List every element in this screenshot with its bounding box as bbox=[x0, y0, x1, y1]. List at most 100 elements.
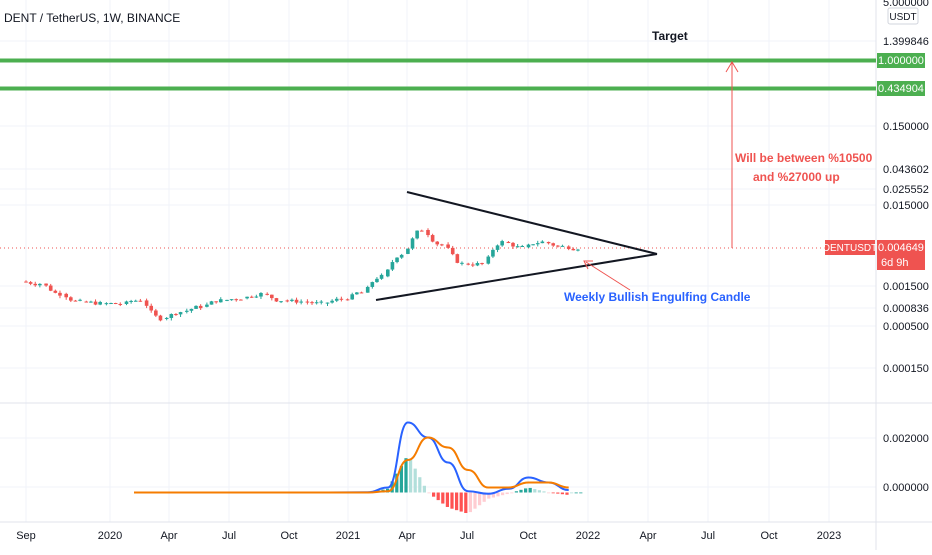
candle-body[interactable] bbox=[334, 298, 339, 301]
candle-body[interactable] bbox=[419, 230, 424, 232]
candle-body[interactable] bbox=[535, 243, 540, 245]
candle-body[interactable] bbox=[129, 300, 133, 302]
candle-body[interactable] bbox=[576, 249, 580, 251]
candle-body[interactable] bbox=[225, 299, 229, 301]
currency-badge[interactable] bbox=[887, 7, 919, 25]
candle-body[interactable] bbox=[546, 241, 551, 244]
candle-body[interactable] bbox=[229, 299, 234, 301]
candle-body[interactable] bbox=[270, 294, 274, 299]
current-price-tag[interactable] bbox=[877, 240, 925, 270]
candle-body[interactable] bbox=[290, 299, 294, 301]
candle-body[interactable] bbox=[446, 244, 450, 248]
candle-body[interactable] bbox=[480, 263, 484, 265]
candle-body[interactable] bbox=[495, 245, 500, 250]
projection-label-line1[interactable]: Will be between %10500 bbox=[735, 151, 873, 165]
candle-body[interactable] bbox=[48, 285, 53, 291]
candle-body[interactable] bbox=[450, 247, 455, 255]
candle-body[interactable] bbox=[73, 300, 78, 302]
candle-body[interactable] bbox=[531, 244, 535, 246]
candle-body[interactable] bbox=[571, 248, 576, 251]
candle-body[interactable] bbox=[299, 301, 303, 303]
candle-body[interactable] bbox=[154, 310, 158, 316]
candle-body[interactable] bbox=[440, 244, 444, 246]
candle-body[interactable] bbox=[500, 241, 504, 246]
candle-body[interactable] bbox=[294, 299, 299, 303]
candle-body[interactable] bbox=[520, 246, 525, 248]
projection-label-line2[interactable]: and %27000 up bbox=[753, 170, 840, 184]
candle-body[interactable] bbox=[540, 241, 545, 244]
candle-body[interactable] bbox=[33, 283, 38, 286]
candle-body[interactable] bbox=[198, 305, 203, 309]
candle-body[interactable] bbox=[169, 314, 174, 318]
candle-body[interactable] bbox=[239, 299, 243, 301]
candle-body[interactable] bbox=[379, 274, 384, 279]
candle-body[interactable] bbox=[325, 302, 330, 304]
candle-body[interactable] bbox=[475, 263, 480, 266]
candle-body[interactable] bbox=[44, 283, 48, 286]
candle-body[interactable] bbox=[279, 301, 283, 303]
candle-body[interactable] bbox=[435, 241, 440, 245]
candle-body[interactable] bbox=[355, 292, 359, 295]
candle-body[interactable] bbox=[556, 245, 560, 247]
candle-body[interactable] bbox=[466, 263, 470, 265]
candle-body[interactable] bbox=[194, 305, 198, 309]
candle-body[interactable] bbox=[78, 299, 82, 301]
candle-body[interactable] bbox=[58, 292, 62, 296]
candle-body[interactable] bbox=[506, 241, 511, 243]
level-price-tag-2[interactable] bbox=[877, 81, 925, 96]
candle-body[interactable] bbox=[185, 310, 189, 312]
candle-body[interactable] bbox=[158, 315, 163, 321]
candle-body[interactable] bbox=[133, 300, 138, 302]
candle-body[interactable] bbox=[515, 246, 520, 248]
candle-body[interactable] bbox=[124, 301, 129, 305]
candle-body[interactable] bbox=[144, 300, 149, 306]
candle-body[interactable] bbox=[254, 296, 259, 298]
candle-body[interactable] bbox=[174, 314, 178, 316]
candle-body[interactable] bbox=[209, 301, 214, 305]
candle-body[interactable] bbox=[551, 243, 556, 246]
candle-body[interactable] bbox=[390, 262, 395, 270]
candle-body[interactable] bbox=[245, 296, 249, 299]
candle-body[interactable] bbox=[259, 292, 263, 297]
candle-body[interactable] bbox=[38, 283, 42, 286]
candle-body[interactable] bbox=[274, 298, 279, 302]
candle-body[interactable] bbox=[218, 299, 223, 303]
candle-body[interactable] bbox=[339, 298, 344, 300]
candle-body[interactable] bbox=[89, 301, 93, 303]
candle-body[interactable] bbox=[410, 238, 415, 249]
candle-body[interactable] bbox=[345, 299, 350, 301]
candle-body[interactable] bbox=[350, 294, 355, 300]
candle-body[interactable] bbox=[69, 297, 73, 301]
candle-body[interactable] bbox=[566, 246, 571, 249]
price-axis[interactable]: 5.000000 USDT 1.399846 0.150000 0.043602… bbox=[823, 0, 929, 375]
candle-body[interactable] bbox=[375, 278, 379, 283]
candle-body[interactable] bbox=[365, 286, 370, 293]
candle-body[interactable] bbox=[395, 257, 399, 263]
symbol-price-tag[interactable] bbox=[825, 240, 875, 255]
candle-body[interactable] bbox=[560, 245, 565, 247]
candle-body[interactable] bbox=[205, 304, 209, 307]
candle-body[interactable] bbox=[455, 254, 460, 263]
candle-body[interactable] bbox=[138, 300, 143, 302]
level-line-1[interactable] bbox=[0, 58, 876, 63]
candle-body[interactable] bbox=[491, 249, 495, 257]
triangle-upper-line[interactable] bbox=[406, 191, 658, 255]
candle-body[interactable] bbox=[415, 230, 419, 239]
level-line-2[interactable] bbox=[0, 86, 876, 91]
candle-body[interactable] bbox=[305, 301, 310, 303]
candle-body[interactable] bbox=[526, 244, 531, 248]
candle-body[interactable] bbox=[118, 303, 123, 305]
candle-body[interactable] bbox=[64, 293, 68, 298]
candle-body[interactable] bbox=[285, 300, 290, 302]
candle-body[interactable] bbox=[24, 281, 28, 283]
candle-body[interactable] bbox=[359, 292, 364, 294]
candle-body[interactable] bbox=[84, 301, 89, 303]
candle-body[interactable] bbox=[28, 282, 33, 284]
candle-body[interactable] bbox=[386, 269, 390, 277]
candle-body[interactable] bbox=[214, 301, 218, 303]
target-label[interactable]: Target bbox=[652, 29, 688, 43]
candle-body[interactable] bbox=[189, 308, 194, 311]
macd-pane[interactable] bbox=[0, 404, 876, 522]
candle-body[interactable] bbox=[426, 229, 430, 236]
candle-body[interactable] bbox=[319, 301, 324, 303]
